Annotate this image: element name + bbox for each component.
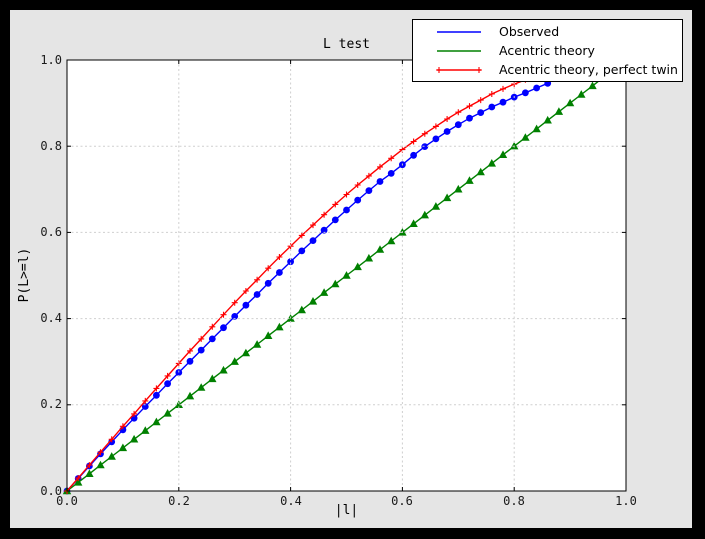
x-tick-label: 0.2: [168, 494, 190, 508]
y-tick-label: 0.2: [40, 397, 62, 411]
x-tick-label: 1.0: [615, 494, 637, 508]
legend-item-observed: Observed: [413, 23, 682, 41]
x-tick-label: 0.8: [503, 494, 525, 508]
x-axis-label: |l|: [334, 503, 359, 518]
legend-item-acentric-theory: Acentric theory: [413, 42, 682, 60]
x-tick-label: 0.0: [56, 494, 78, 508]
legend: Observed Acentric theory Acentric theory…: [412, 19, 683, 82]
y-tick-label: 0.4: [40, 311, 62, 325]
y-tick-label: 0.0: [40, 484, 62, 498]
legend-label: Acentric theory: [499, 43, 595, 58]
legend-item-perfect-twin: Acentric theory, perfect twin: [413, 61, 682, 79]
legend-label: Observed: [499, 24, 560, 39]
legend-line-observed-icon: [437, 30, 481, 33]
y-tick-label: 0.6: [40, 225, 62, 239]
chart-title: L test: [323, 37, 370, 52]
legend-line-acentric-icon: [437, 49, 481, 52]
legend-line-twin-icon: [436, 66, 482, 73]
y-tick-label: 1.0: [40, 53, 62, 67]
legend-label: Acentric theory, perfect twin: [499, 62, 678, 77]
y-tick-label: 0.8: [40, 139, 62, 153]
x-tick-label: 0.4: [280, 494, 302, 508]
x-tick-label: 0.6: [391, 494, 413, 508]
